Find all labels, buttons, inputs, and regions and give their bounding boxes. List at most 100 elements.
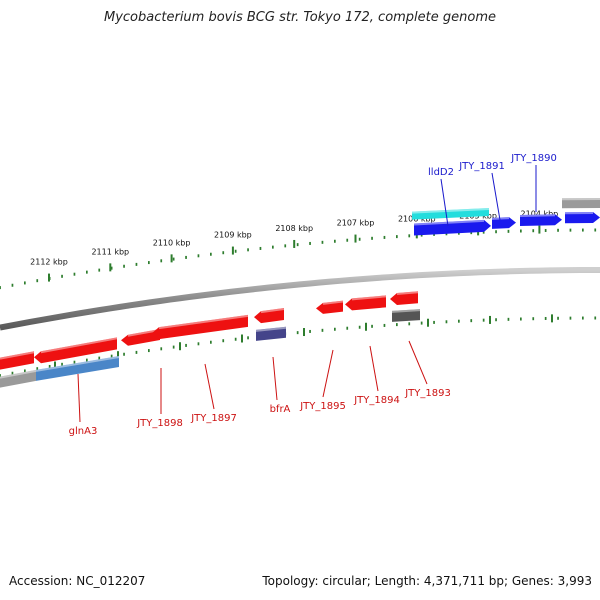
glnA3-feature-steel-body bbox=[36, 356, 119, 381]
bfrA-feature-navy-highlight bbox=[255, 326, 287, 332]
reverse-gene-edge-body bbox=[0, 351, 34, 370]
reverse-gene-edge bbox=[0, 351, 35, 370]
outer-ruler-minor-tick bbox=[582, 228, 584, 232]
outer-ruler-minor-tick bbox=[396, 235, 398, 239]
lldD2-gene-highlight bbox=[413, 219, 485, 226]
JTY_1891-gene-body bbox=[492, 217, 516, 229]
inner-ruler-minor-tick bbox=[98, 356, 101, 360]
inner-ruler-minor-tick bbox=[445, 320, 448, 324]
lldD2-feature-cyan bbox=[411, 207, 490, 220]
JTY_1893-gene-body bbox=[390, 291, 418, 306]
inner-ruler-minor-tick bbox=[334, 327, 336, 331]
JTY_1891-gene bbox=[491, 217, 516, 229]
inner-ruler-minor-tick bbox=[532, 317, 535, 321]
outer-ruler-minor-tick bbox=[24, 281, 26, 285]
inner-ruler-minor-tick bbox=[234, 337, 237, 341]
gene-JTY_1898-label: JTY_1898 bbox=[136, 418, 183, 429]
outer-ruler-minor-tick bbox=[135, 262, 138, 266]
accession-text: Accession: NC_012207 bbox=[9, 574, 146, 588]
grey-feature-left-highlight bbox=[0, 369, 37, 379]
genome-summary-text: Topology: circular; Length: 4,371,711 bp… bbox=[262, 574, 592, 588]
JTY_1894-gene-body bbox=[345, 295, 386, 311]
JTY_1897-gene-highlight bbox=[158, 314, 249, 330]
gene-JTY_1897-leader bbox=[204, 363, 215, 410]
ruler-label-2109: 2109 kbp bbox=[214, 231, 252, 240]
inner-ruler-minor-tick bbox=[358, 325, 361, 329]
JTY_1895-gene-body bbox=[316, 300, 343, 314]
inner-major-tick-2 bbox=[179, 342, 181, 351]
inner-ruler-minor-tick bbox=[396, 323, 398, 327]
inner-ruler-minor-tick bbox=[482, 318, 485, 322]
outer-ruler-minor-tick bbox=[234, 249, 237, 253]
outer-ruler-minor-tick bbox=[470, 231, 473, 235]
major-tick-2110 bbox=[170, 254, 173, 263]
gene-JTY_1890-label: JTY_1890 bbox=[510, 153, 557, 164]
lldD2-gene-body bbox=[414, 219, 491, 236]
inner-major-tick-5 bbox=[365, 322, 367, 331]
gene-JTY_1895-leader bbox=[322, 349, 334, 398]
outer-ruler-minor-tick bbox=[247, 248, 249, 252]
JTY_1890-gene bbox=[519, 214, 562, 227]
JTY_1894-gene bbox=[345, 295, 387, 311]
outer-ruler-minor-tick bbox=[507, 229, 510, 233]
grey-feature-left-body bbox=[0, 369, 36, 388]
inner-ruler-minor-tick bbox=[172, 345, 175, 349]
inner-ruler-minor-tick bbox=[321, 328, 324, 332]
JTY_1893-feature-dark-body bbox=[392, 309, 420, 322]
gene-JTY_1895-label: JTY_1895 bbox=[299, 401, 346, 412]
gene-JTY_1897-label: JTY_1897 bbox=[190, 413, 237, 424]
outer-ruler-minor-tick bbox=[569, 228, 572, 232]
gene-bfrA-label: bfrA bbox=[270, 404, 291, 415]
inner-ruler-minor-tick bbox=[247, 336, 249, 340]
major-tick-2111 bbox=[109, 263, 112, 272]
gene-glnA3-leader bbox=[77, 373, 81, 423]
bfrA-gene bbox=[254, 307, 285, 324]
forward-gene-edge bbox=[564, 212, 600, 224]
outer-ruler-minor-tick bbox=[73, 272, 76, 276]
inner-ruler-minor-tick bbox=[197, 342, 200, 346]
glnA3-gene bbox=[34, 337, 118, 364]
outer-ruler-minor-tick bbox=[334, 239, 336, 243]
inner-ruler-minor-tick bbox=[408, 322, 411, 326]
JTY_1893-gene-highlight bbox=[396, 291, 419, 296]
outer-ruler-minor-tick bbox=[520, 229, 522, 233]
inner-ruler-minor-tick bbox=[557, 316, 559, 320]
inner-major-tick-0 bbox=[54, 361, 56, 370]
inner-ruler-minor-tick bbox=[520, 317, 522, 321]
reverse-gene-edge-highlight bbox=[0, 351, 35, 360]
inner-ruler-minor-tick bbox=[36, 367, 39, 371]
bfrA-feature-navy-body bbox=[256, 326, 286, 341]
inner-ruler-minor-tick bbox=[222, 339, 225, 343]
outer-ruler-minor-tick bbox=[259, 246, 262, 250]
outer-ruler-minor-tick bbox=[594, 228, 597, 232]
glnA3-feature-steel bbox=[35, 356, 120, 381]
outer-ruler-minor-tick bbox=[11, 283, 14, 287]
outer-ruler-minor-tick bbox=[544, 228, 547, 232]
outer-ruler-minor-tick bbox=[309, 241, 311, 245]
JTY_1897-gene bbox=[152, 314, 249, 340]
outer-ruler-minor-tick bbox=[61, 274, 63, 278]
outer-ruler-minor-tick bbox=[495, 230, 497, 234]
JTY_1894-gene-highlight bbox=[351, 295, 387, 301]
inner-ruler-minor-tick bbox=[110, 354, 113, 358]
outer-ruler-minor-tick bbox=[222, 251, 225, 255]
inner-major-tick-8 bbox=[551, 314, 553, 323]
outer-ruler-minor-tick bbox=[123, 264, 125, 268]
grey-feature-edge bbox=[561, 198, 600, 209]
inner-ruler-minor-tick bbox=[458, 319, 460, 323]
JTY_1895-gene-highlight bbox=[322, 300, 344, 305]
outer-ruler-minor-tick bbox=[358, 237, 361, 241]
outer-ruler-minor-tick bbox=[98, 268, 101, 272]
inner-ruler-minor-tick bbox=[61, 362, 63, 366]
lldD2-gene bbox=[413, 219, 491, 236]
ruler-label-2112: 2112 kbp bbox=[30, 258, 68, 267]
inner-ruler-minor-tick bbox=[11, 371, 14, 375]
inner-ruler-minor-tick bbox=[123, 352, 125, 356]
inner-major-tick-7 bbox=[489, 315, 491, 324]
map-title: Mycobacterium bovis BCG str. Tokyo 172, … bbox=[104, 10, 496, 25]
ruler-label-2104: 2104 kbp bbox=[521, 210, 559, 219]
major-tick-2108 bbox=[293, 239, 296, 248]
outer-ruler-minor-tick bbox=[346, 238, 349, 242]
JTY_1891-gene-highlight bbox=[491, 217, 510, 220]
inner-ruler-minor-tick bbox=[148, 349, 150, 353]
